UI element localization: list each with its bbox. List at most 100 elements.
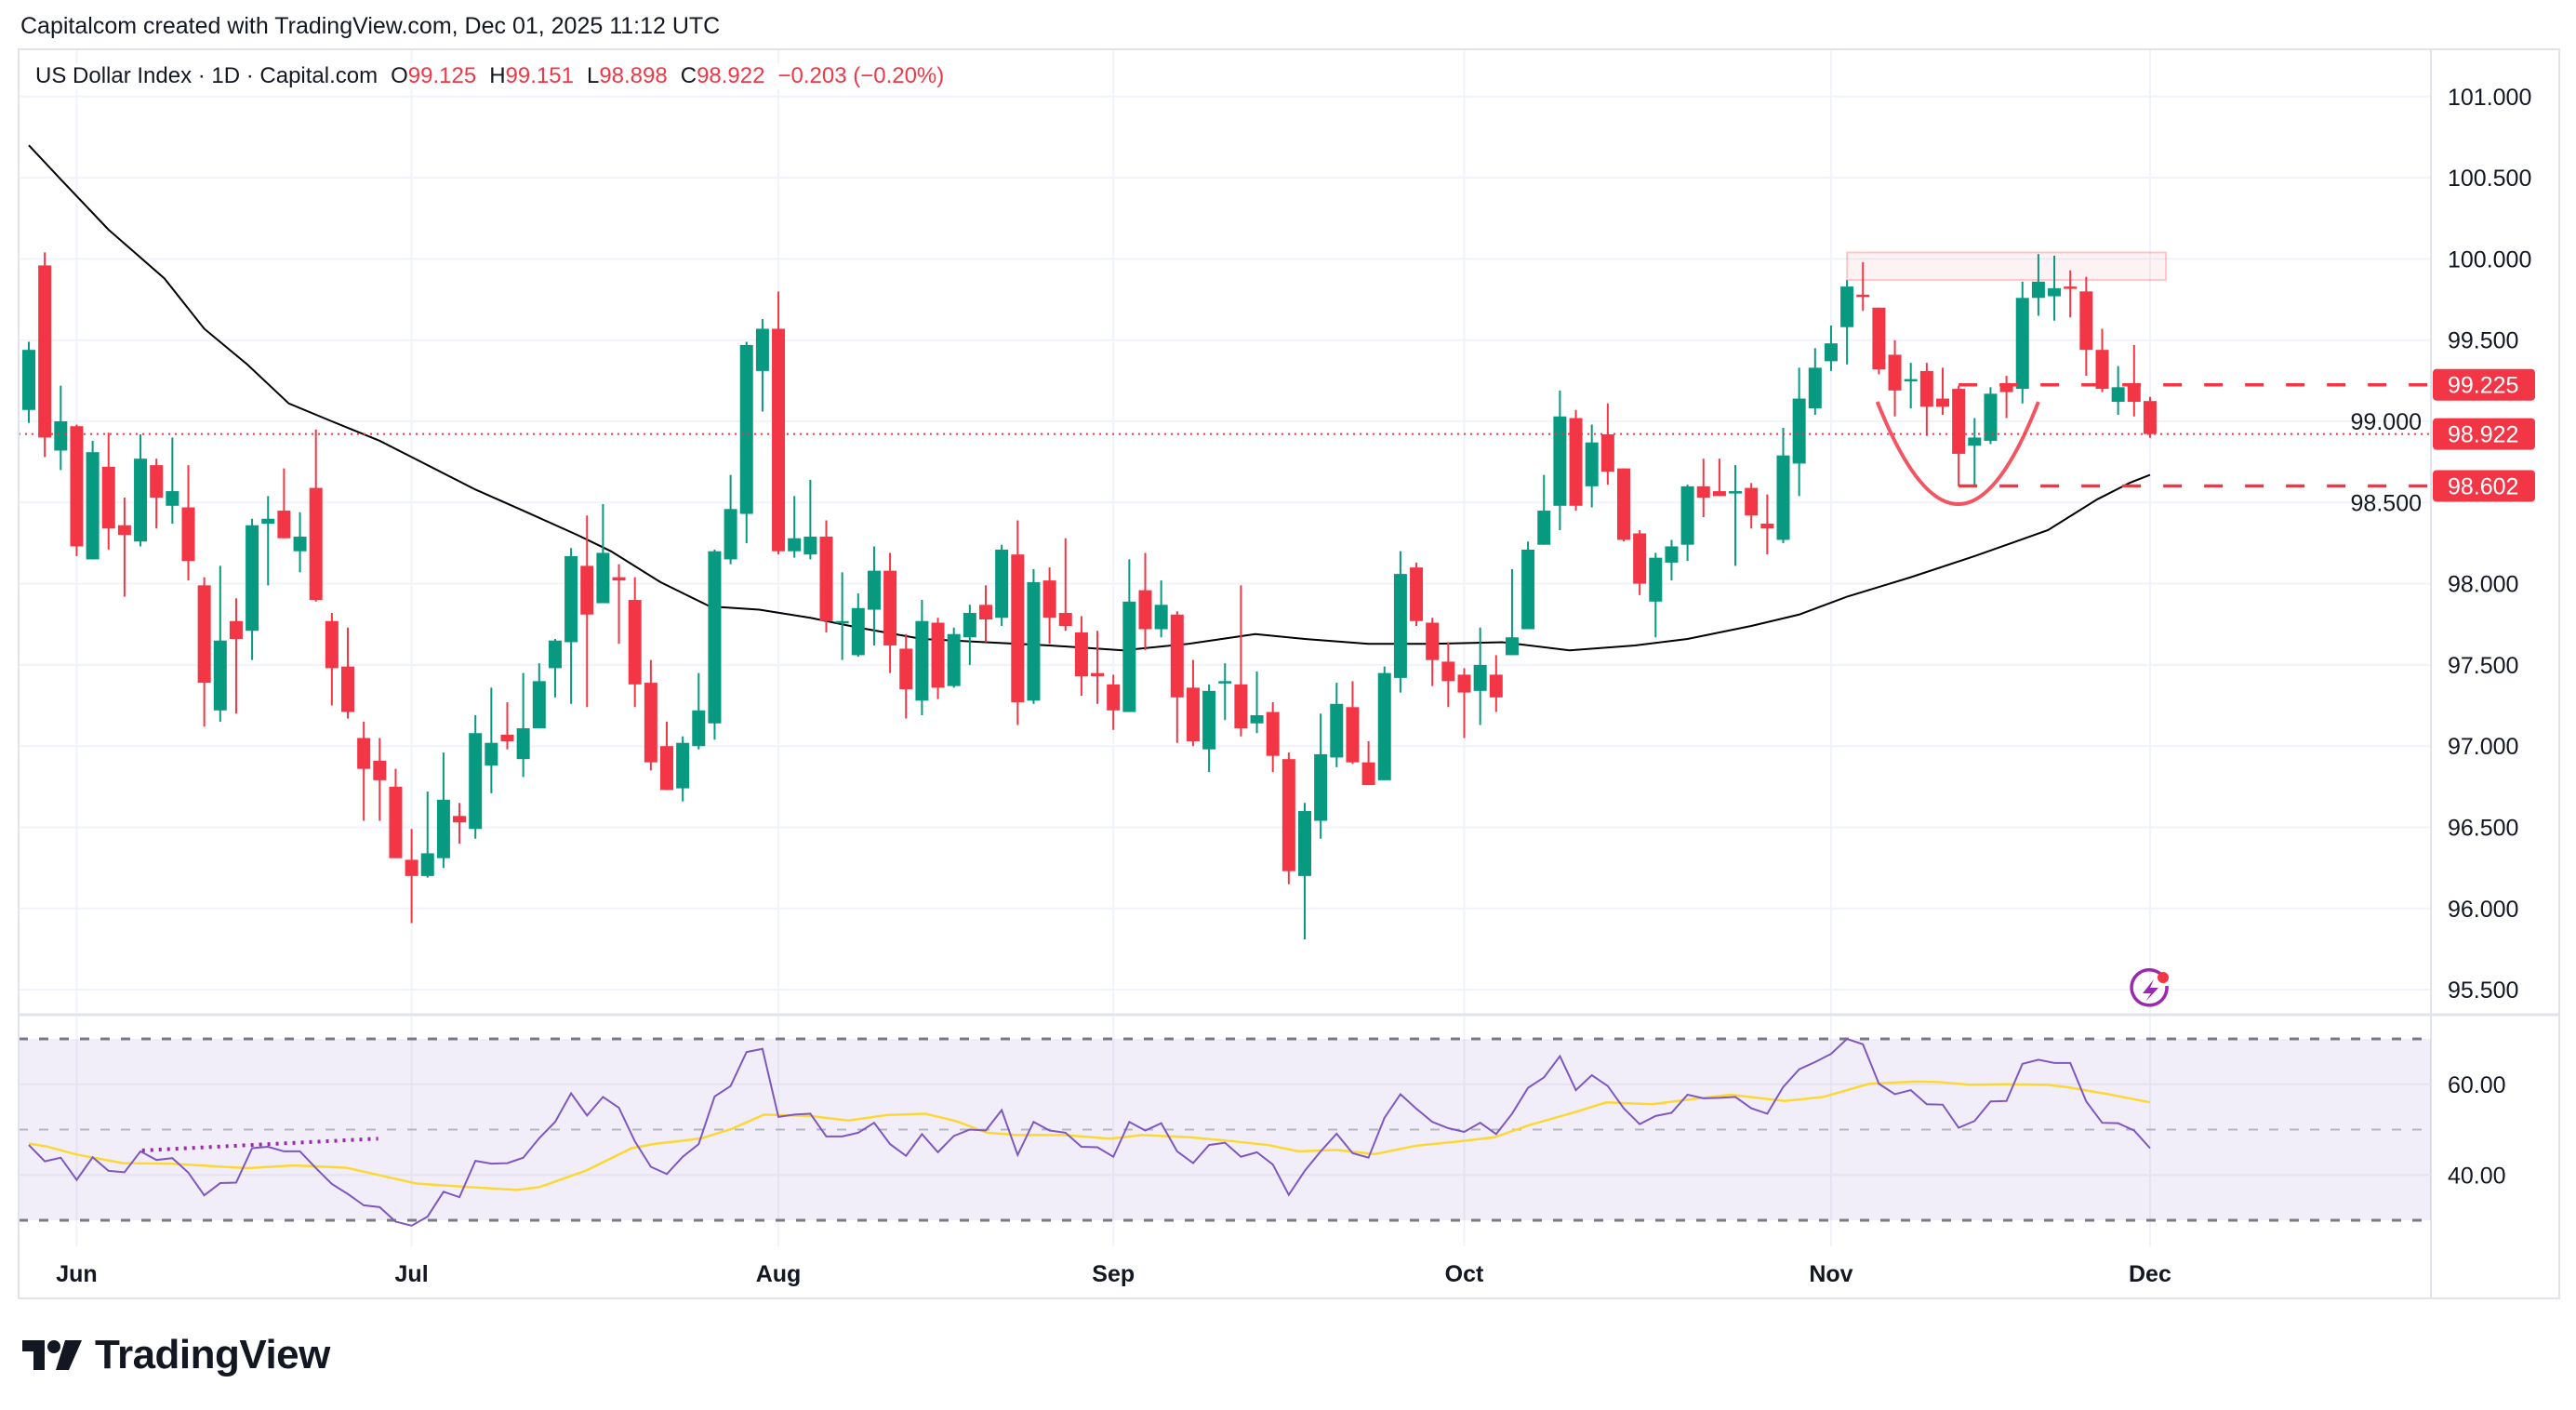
tradingview-logo[interactable]: TradingView — [22, 1332, 330, 1378]
candle-body[interactable] — [54, 421, 68, 451]
candle-body[interactable] — [1600, 433, 1614, 472]
candle-body[interactable] — [676, 742, 690, 789]
price-axis[interactable]: 60.00 40.00 101.000 100.500 100.000 99.500 99.… — [2351, 85, 2535, 1189]
candle-body[interactable] — [1410, 567, 1424, 621]
candle-body[interactable] — [532, 681, 546, 728]
candle-body[interactable] — [1281, 759, 1295, 871]
candle-body[interactable] — [1091, 672, 1105, 677]
candle-body[interactable] — [1952, 389, 1966, 454]
candle-body[interactable] — [2048, 287, 2062, 297]
candle-body[interactable] — [1138, 590, 1152, 630]
drawings[interactable] — [19, 382, 2431, 507]
candle-body[interactable] — [1027, 581, 1041, 701]
candle-body[interactable] — [1011, 554, 1025, 703]
rounded-bottom-arc[interactable] — [1875, 401, 2040, 507]
candle-body[interactable] — [1936, 398, 1949, 407]
candle-body[interactable] — [213, 640, 227, 711]
candle-body[interactable] — [1330, 703, 1344, 758]
candle-body[interactable] — [1665, 546, 1679, 563]
candle-body[interactable] — [1712, 491, 1726, 497]
candle-body[interactable] — [1537, 511, 1551, 545]
candle-body[interactable] — [134, 459, 148, 542]
candle-body[interactable] — [1170, 614, 1184, 698]
candle-body[interactable] — [1426, 622, 1440, 660]
candle-body[interactable] — [580, 565, 594, 615]
candle-body[interactable] — [1585, 442, 1599, 486]
rsi-pane[interactable] — [19, 1037, 2431, 1227]
candle-body[interactable] — [819, 536, 833, 621]
candle-body[interactable] — [2015, 298, 2029, 390]
candle-body[interactable] — [1266, 712, 1280, 756]
candle-body[interactable] — [1441, 661, 1455, 682]
candle-body[interactable] — [485, 742, 498, 766]
candle-body[interactable] — [38, 265, 52, 438]
candle-body[interactable] — [1633, 533, 1647, 584]
time-axis[interactable]: Jun Jul Aug Sep Oct Nov Dec — [56, 1261, 2171, 1287]
candle-body[interactable] — [1393, 574, 1407, 678]
candle-body[interactable] — [70, 426, 84, 547]
candle-body[interactable] — [277, 511, 291, 539]
candle-body[interactable] — [1457, 674, 1471, 693]
candle-body[interactable] — [1186, 687, 1200, 741]
candle-body[interactable] — [2111, 387, 2125, 403]
candle-body[interactable] — [261, 518, 275, 524]
candle-body[interactable] — [1107, 684, 1121, 711]
candle-body[interactable] — [293, 536, 307, 552]
candle-body[interactable] — [1154, 605, 1168, 630]
candle-body[interactable] — [644, 683, 657, 763]
candle-body[interactable] — [516, 727, 530, 760]
candle-body[interactable] — [500, 734, 514, 741]
candle-body[interactable] — [86, 452, 100, 560]
candle-body[interactable] — [1218, 681, 1232, 684]
candle-body[interactable] — [325, 620, 339, 669]
candle-body[interactable] — [166, 491, 179, 506]
candle-body[interactable] — [150, 465, 164, 499]
candle-body[interactable] — [2064, 286, 2078, 289]
candle-body[interactable] — [1649, 557, 1663, 602]
candle-body[interactable] — [1808, 367, 1822, 409]
candle-body[interactable] — [1521, 549, 1535, 630]
candle-body[interactable] — [2079, 291, 2093, 351]
candle-body[interactable] — [1377, 672, 1391, 780]
candle-body[interactable] — [1729, 491, 1743, 494]
candle-body[interactable] — [1314, 753, 1328, 821]
candle-body[interactable] — [788, 538, 802, 552]
candle-body[interactable] — [436, 799, 450, 858]
candle-body[interactable] — [979, 605, 992, 620]
candle-body[interactable] — [596, 552, 610, 604]
candle-body[interactable] — [1553, 416, 1567, 506]
candle-body[interactable] — [883, 570, 897, 645]
candle-body[interactable] — [373, 760, 387, 780]
candle-body[interactable] — [1074, 632, 1088, 677]
candle-body[interactable] — [867, 570, 881, 610]
candle-body[interactable] — [1919, 370, 1933, 407]
lightning-alert-icon[interactable] — [2130, 968, 2169, 1007]
candle-body[interactable] — [1234, 684, 1248, 728]
candle-body[interactable] — [1968, 437, 1982, 446]
candle-body[interactable] — [660, 746, 673, 791]
candle-body[interactable] — [612, 577, 626, 581]
candle-body[interactable] — [724, 509, 737, 560]
candle-body[interactable] — [181, 507, 195, 562]
resistance-zone[interactable] — [1846, 251, 2168, 282]
candle-body[interactable] — [229, 620, 243, 639]
candle-body[interactable] — [947, 633, 961, 686]
candle-body[interactable] — [1760, 523, 1774, 529]
candle-body[interactable] — [1904, 379, 1918, 382]
candle-body[interactable] — [803, 536, 817, 555]
candle-body[interactable] — [995, 549, 1009, 619]
candle-body[interactable] — [772, 328, 786, 552]
candle-body[interactable] — [1872, 307, 1886, 370]
candle-body[interactable] — [1361, 762, 1375, 786]
candle-body[interactable] — [1058, 613, 1072, 626]
candle-body[interactable] — [405, 859, 418, 876]
candle-body[interactable] — [548, 640, 562, 669]
candle-body[interactable] — [2031, 281, 2045, 299]
candle-body[interactable] — [22, 350, 35, 410]
candle-body[interactable] — [197, 585, 211, 684]
candle-body[interactable] — [835, 620, 849, 624]
candles[interactable] — [22, 252, 2157, 939]
candle-body[interactable] — [1984, 393, 1998, 441]
candle-body[interactable] — [1840, 286, 1854, 327]
